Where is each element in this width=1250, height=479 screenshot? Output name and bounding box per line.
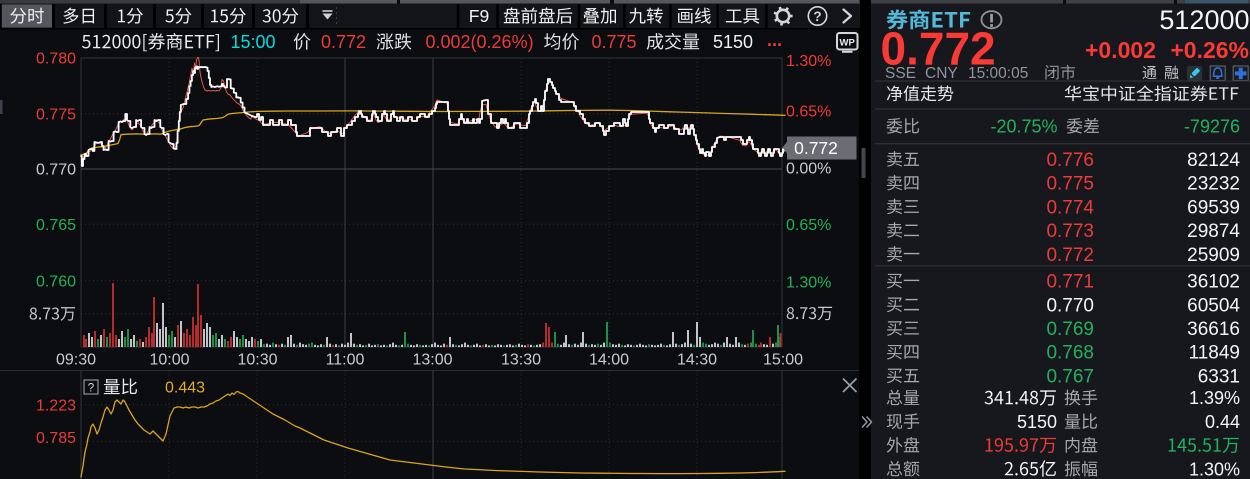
svg-text:?: ?	[813, 9, 821, 24]
svg-text:0.65%: 0.65%	[786, 217, 831, 234]
svg-text:-20.75%: -20.75%	[990, 116, 1057, 136]
svg-text:82124: 82124	[1187, 150, 1240, 171]
svg-text:0.772: 0.772	[794, 138, 838, 158]
svg-text:0.773: 0.773	[1046, 221, 1094, 242]
svg-text:14:30: 14:30	[677, 351, 717, 368]
svg-text:0.44: 0.44	[1205, 412, 1240, 432]
svg-text:6331: 6331	[1198, 366, 1240, 387]
svg-text:1.39%: 1.39%	[1189, 388, 1240, 408]
svg-text:CNY: CNY	[925, 65, 958, 82]
svg-text:1.30%: 1.30%	[786, 275, 831, 292]
svg-text:0.775: 0.775	[1046, 174, 1094, 195]
svg-text:0.65%: 0.65%	[786, 103, 831, 120]
svg-text:0.765: 0.765	[36, 217, 76, 234]
svg-text:11849: 11849	[1189, 343, 1240, 364]
svg-text:10:30: 10:30	[237, 351, 277, 368]
svg-text:0.002(0.26%): 0.002(0.26%)	[426, 32, 534, 52]
svg-text:13:00: 13:00	[412, 351, 452, 368]
svg-text:+0.26%: +0.26%	[1170, 37, 1249, 63]
svg-text:0.443: 0.443	[165, 379, 205, 396]
svg-text:10:00: 10:00	[149, 351, 189, 368]
svg-text:60504: 60504	[1187, 295, 1240, 316]
svg-text:14:00: 14:00	[589, 351, 629, 368]
svg-text:15:00:05: 15:00:05	[968, 65, 1028, 82]
svg-text:29874: 29874	[1187, 221, 1240, 242]
svg-text:11:00: 11:00	[326, 351, 365, 368]
svg-text:0.767: 0.767	[1046, 366, 1094, 387]
svg-text:0.772: 0.772	[1046, 245, 1094, 266]
svg-text:69539: 69539	[1187, 197, 1240, 218]
svg-text:0.769: 0.769	[1046, 319, 1094, 340]
svg-text:5150: 5150	[713, 32, 753, 52]
svg-text:0.774: 0.774	[1046, 197, 1094, 218]
svg-text:512000: 512000	[1159, 5, 1249, 35]
svg-text:0.771: 0.771	[1046, 272, 1094, 293]
svg-text:0.770: 0.770	[36, 162, 76, 179]
svg-text:36102: 36102	[1187, 272, 1240, 293]
svg-text:13:30: 13:30	[501, 351, 541, 368]
svg-text:1.30%: 1.30%	[786, 53, 831, 70]
svg-text:23232: 23232	[1187, 174, 1240, 195]
svg-text:F9: F9	[469, 6, 489, 26]
svg-text:WP: WP	[840, 37, 856, 48]
svg-text:25909: 25909	[1187, 245, 1240, 266]
svg-text:1.223: 1.223	[36, 397, 76, 414]
svg-text:+0.002: +0.002	[1085, 37, 1156, 63]
svg-text:0.772: 0.772	[881, 22, 996, 74]
svg-text:0.775: 0.775	[36, 106, 76, 123]
svg-text:1.30%: 1.30%	[1189, 459, 1240, 479]
svg-text:36616: 36616	[1187, 319, 1240, 340]
svg-text:SSE: SSE	[885, 65, 916, 82]
svg-text:15:00: 15:00	[763, 351, 803, 368]
svg-text:0.785: 0.785	[36, 430, 76, 447]
svg-text:15:00: 15:00	[231, 32, 276, 52]
svg-text:...: ...	[767, 30, 782, 50]
svg-text:?: ?	[88, 383, 94, 395]
svg-text:0.775: 0.775	[592, 32, 637, 52]
svg-text:0.776: 0.776	[1046, 150, 1094, 171]
svg-text:-79276: -79276	[1184, 116, 1240, 136]
svg-text:0.780: 0.780	[36, 51, 76, 68]
svg-text:09:30: 09:30	[56, 351, 96, 368]
svg-text:0.772: 0.772	[321, 32, 366, 52]
svg-text:0.00%: 0.00%	[786, 161, 831, 178]
svg-text:0.768: 0.768	[1046, 343, 1094, 364]
svg-text:0.770: 0.770	[1046, 295, 1094, 316]
svg-text:0.760: 0.760	[36, 273, 76, 290]
svg-text:5150: 5150	[1017, 412, 1057, 432]
